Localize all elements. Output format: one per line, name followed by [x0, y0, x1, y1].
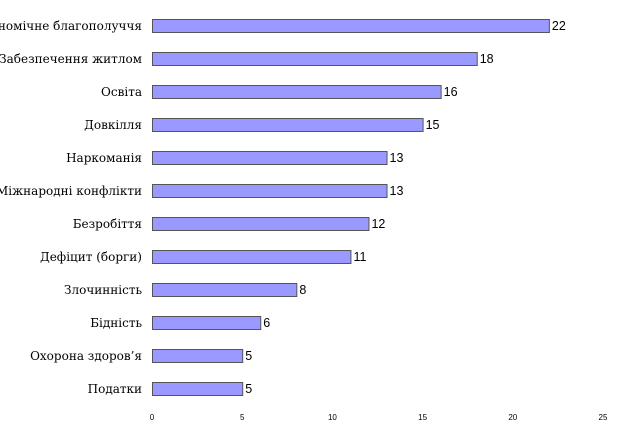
category-label: Бідність — [90, 316, 142, 330]
data-label: 8 — [299, 283, 306, 297]
bar — [152, 151, 388, 165]
x-tick-label: 15 — [418, 413, 427, 422]
x-tick-label: 5 — [240, 413, 245, 422]
data-label: 13 — [390, 151, 404, 165]
data-label: 15 — [426, 118, 440, 132]
x-tick-label: 20 — [508, 413, 517, 422]
data-label: 5 — [245, 349, 252, 363]
category-label: Міжнародні конфлікти — [0, 184, 142, 198]
bar — [152, 52, 478, 66]
bar — [152, 250, 352, 264]
data-label: 11 — [353, 250, 366, 264]
bar — [152, 316, 262, 330]
category-label: Дефіцит (борги) — [40, 250, 142, 264]
bar — [152, 283, 298, 297]
category-label: Освіта — [101, 85, 142, 99]
data-label: 12 — [371, 217, 385, 231]
category-label: Охорона здоров’я — [30, 349, 142, 363]
bar — [152, 184, 388, 198]
category-label: Безробіття — [73, 217, 142, 231]
data-label: 22 — [552, 19, 566, 33]
data-label: 18 — [480, 52, 494, 66]
category-label: Злочинність — [64, 283, 142, 297]
category-label: Забезпечення житлом — [0, 52, 142, 66]
x-tick-label: 25 — [599, 413, 608, 422]
data-label: 13 — [390, 184, 404, 198]
category-label: Довкілля — [84, 118, 142, 132]
x-tick-label: 10 — [328, 413, 337, 422]
data-label: 6 — [263, 316, 270, 330]
bar — [152, 349, 244, 363]
bar — [152, 85, 442, 99]
bar — [152, 382, 244, 396]
x-tick-label: 0 — [150, 413, 155, 422]
bar — [152, 19, 550, 33]
category-label: Економічне благополуччя — [0, 19, 142, 33]
data-label: 5 — [245, 382, 252, 396]
category-label: Наркоманія — [66, 151, 142, 165]
data-label: 16 — [444, 85, 458, 99]
category-label: Податки — [88, 382, 142, 396]
bar — [152, 118, 424, 132]
bar — [152, 217, 370, 231]
